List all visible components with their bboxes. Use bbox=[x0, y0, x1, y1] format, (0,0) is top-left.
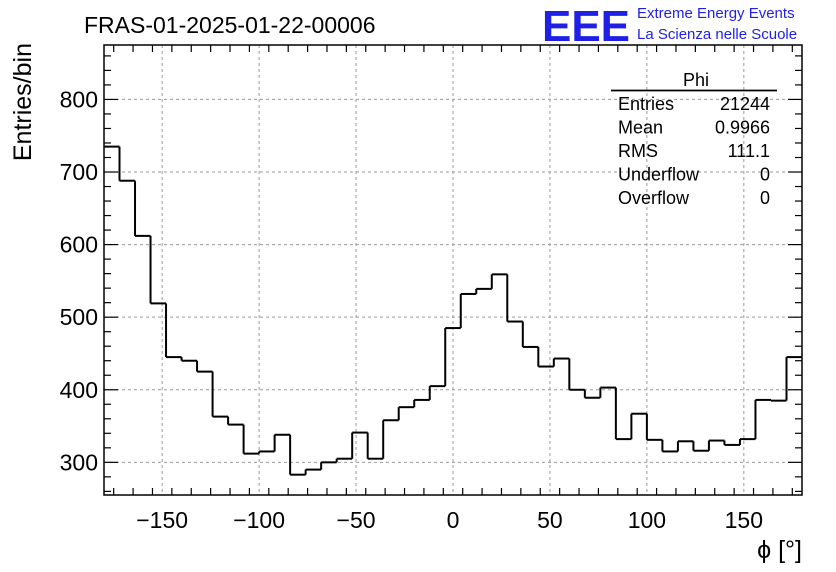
x-tick-label: 150 bbox=[725, 507, 763, 533]
axis-ticks bbox=[104, 45, 802, 495]
x-tick-label: 100 bbox=[628, 507, 666, 533]
stats-row-value: 21244 bbox=[720, 94, 770, 114]
stats-row-label: Entries bbox=[618, 94, 674, 114]
x-tick-label: 0 bbox=[447, 507, 460, 533]
y-axis-label: Entries/bin bbox=[9, 43, 37, 161]
stats-row-value: 0.9966 bbox=[715, 118, 770, 138]
eee-logo-mark: EEE bbox=[542, 2, 630, 51]
y-tick-label: 400 bbox=[60, 377, 98, 403]
x-tick-label: −100 bbox=[233, 507, 285, 533]
y-tick-labels: 300 400 500 600 700 800 bbox=[60, 86, 98, 475]
stats-row-label: RMS bbox=[618, 141, 658, 161]
x-axis-label: ϕ [°] bbox=[757, 536, 802, 564]
stats-row-label: Overflow bbox=[618, 188, 690, 208]
x-tick-label: −50 bbox=[337, 507, 376, 533]
y-tick-label: 500 bbox=[60, 304, 98, 330]
stats-row-label: Mean bbox=[618, 118, 663, 138]
stats-row-value: 0 bbox=[760, 188, 770, 208]
y-tick-label: 800 bbox=[60, 86, 98, 112]
logo-line-1: Extreme Energy Events bbox=[637, 5, 795, 22]
stats-row-label: Underflow bbox=[618, 165, 700, 185]
plot-frame bbox=[103, 44, 803, 496]
y-tick-label: 600 bbox=[60, 232, 98, 258]
grid-lines bbox=[104, 45, 802, 495]
stats-box: Phi Entries 21244 Mean 0.9966 RMS 111.1 Underf… bbox=[611, 70, 777, 208]
x-tick-label: −150 bbox=[136, 507, 188, 533]
stats-title: Phi bbox=[683, 70, 709, 90]
logo-line-2: La Scienza nelle Scuole bbox=[637, 26, 797, 43]
stats-row-value: 111.1 bbox=[728, 141, 770, 161]
x-tick-labels: −150 −100 −50 0 50 100 150 bbox=[136, 507, 763, 533]
eee-logo: EEE Extreme Energy Events La Scienza nel… bbox=[542, 2, 797, 51]
stats-row-value: 0 bbox=[760, 165, 770, 185]
chart-title: FRAS-01-2025-01-22-00006 bbox=[84, 12, 376, 38]
y-tick-label: 300 bbox=[60, 449, 98, 475]
histogram-series bbox=[104, 145, 802, 476]
x-tick-label: 50 bbox=[537, 507, 563, 533]
y-tick-label: 700 bbox=[60, 159, 98, 185]
stats-rows: Entries 21244 Mean 0.9966 RMS 111.1 Underflow 0… bbox=[618, 94, 770, 208]
